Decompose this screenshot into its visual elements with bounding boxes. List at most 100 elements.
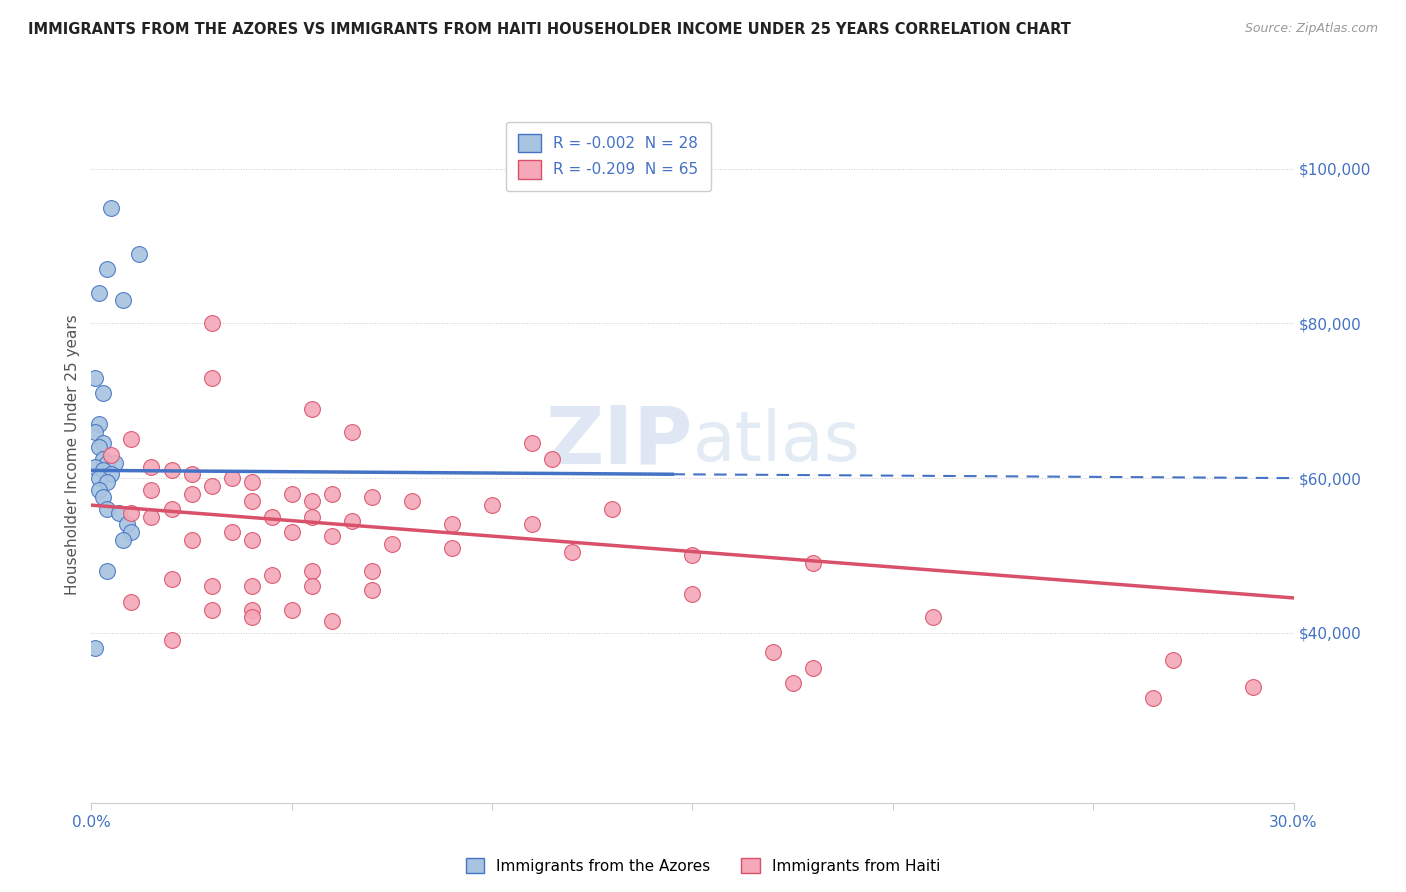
Point [221,471,243,485]
Point [321,486,343,500]
Point [84,459,107,474]
Point [84,641,107,656]
Point [93,386,115,401]
Legend: R = -0.002  N = 28, R = -0.209  N = 65: R = -0.002 N = 28, R = -0.209 N = 65 [506,121,710,191]
Point [201,579,224,593]
Point [762,645,785,659]
Point [522,517,544,532]
Point [240,610,263,624]
Point [681,549,703,563]
Point [93,436,115,450]
Point [440,517,463,532]
Point [141,483,163,497]
Point [240,602,263,616]
Point [180,467,202,482]
Point [100,467,122,482]
Point [201,370,224,384]
Point [160,572,183,586]
Point [561,544,583,558]
Point [681,587,703,601]
Point [93,451,115,466]
Point [602,502,624,516]
Point [141,509,163,524]
Point [89,471,111,485]
Point [801,556,824,570]
Text: Source: ZipAtlas.com: Source: ZipAtlas.com [1244,22,1378,36]
Point [141,459,163,474]
Y-axis label: Householder Income Under 25 years: Householder Income Under 25 years [65,315,80,595]
Point [117,517,139,532]
Point [201,317,224,331]
Text: atlas: atlas [692,408,860,475]
Point [340,425,363,439]
Point [301,564,323,578]
Point [89,483,111,497]
Point [121,525,143,540]
Point [260,567,283,582]
Point [96,502,118,516]
Point [801,660,824,674]
Point [360,583,382,598]
Text: IMMIGRANTS FROM THE AZORES VS IMMIGRANTS FROM HAITI HOUSEHOLDER INCOME UNDER 25 : IMMIGRANTS FROM THE AZORES VS IMMIGRANTS… [28,22,1071,37]
Point [440,541,463,555]
Point [180,533,202,547]
Legend: Immigrants from the Azores, Immigrants from Haiti: Immigrants from the Azores, Immigrants f… [460,852,946,880]
Point [112,293,135,308]
Point [301,509,323,524]
Point [96,456,118,470]
Point [1243,680,1265,694]
Point [301,494,323,508]
Point [108,506,131,520]
Point [281,486,304,500]
Point [121,595,143,609]
Point [100,201,122,215]
Point [360,564,382,578]
Point [260,509,283,524]
Point [121,433,143,447]
Point [321,614,343,628]
Point [180,486,202,500]
Point [84,425,107,439]
Point [281,525,304,540]
Point [240,475,263,489]
Point [100,448,122,462]
Point [89,285,111,300]
Point [782,676,804,690]
Point [281,602,304,616]
Point [121,506,143,520]
Point [1163,653,1185,667]
Point [201,602,224,616]
Point [240,579,263,593]
Point [541,451,564,466]
Point [240,533,263,547]
Point [84,370,107,384]
Point [201,479,224,493]
Point [128,247,150,261]
Point [1142,691,1164,706]
Point [401,494,423,508]
Point [240,494,263,508]
Point [160,463,183,477]
Point [360,491,382,505]
Point [321,529,343,543]
Point [522,436,544,450]
Point [89,417,111,431]
Point [481,498,503,512]
Point [381,537,404,551]
Point [301,401,323,416]
Point [340,514,363,528]
Point [96,564,118,578]
Point [93,491,115,505]
Point [922,610,945,624]
Point [93,463,115,477]
Point [221,525,243,540]
Point [160,502,183,516]
Point [112,533,135,547]
Point [301,579,323,593]
Point [96,262,118,277]
Point [89,440,111,454]
Point [104,456,127,470]
Point [96,475,118,489]
Point [160,633,183,648]
Text: ZIP: ZIP [546,402,692,480]
